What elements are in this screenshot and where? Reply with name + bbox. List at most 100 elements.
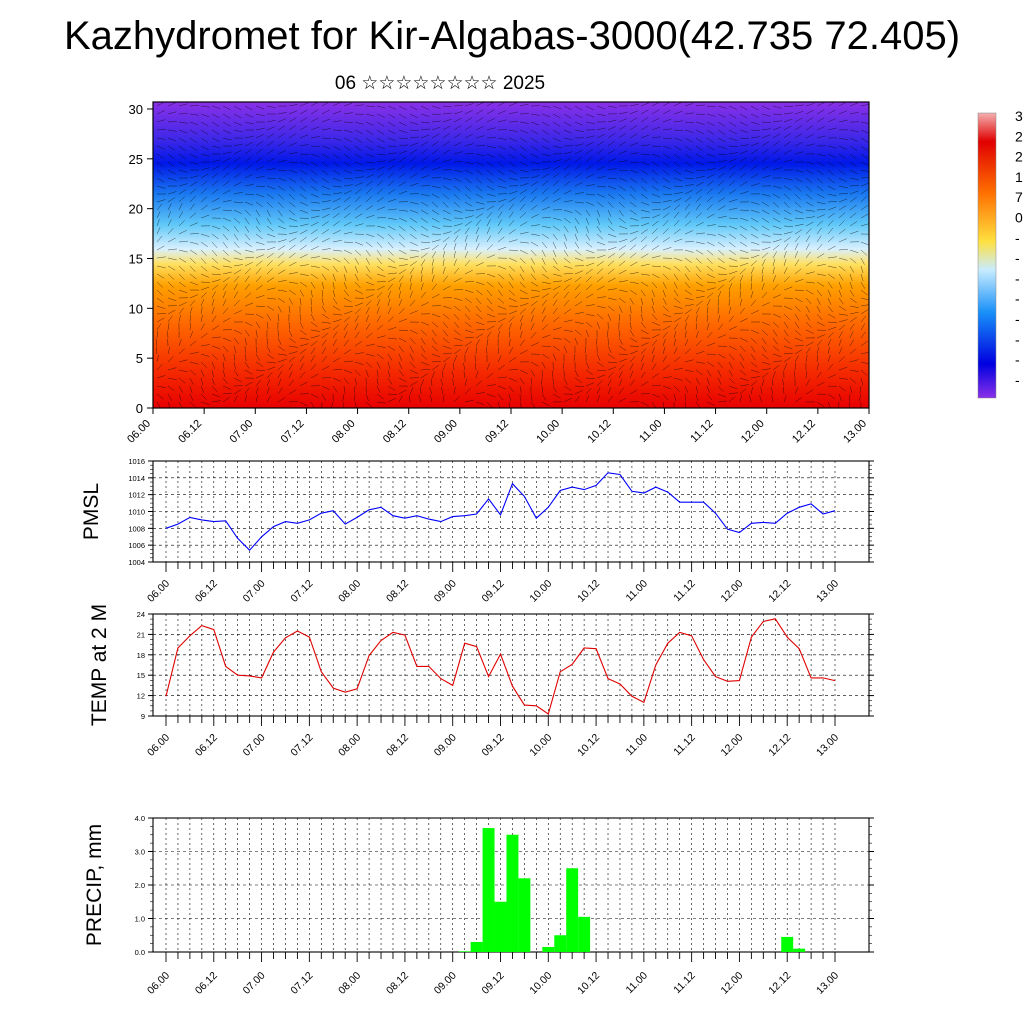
x-tick-label: 08.00 [336,578,363,605]
precipitation-panel: 0.0 1.0 2.0 3.0 4.0 06.00 06.12 07.00 07.12 08.00… [83,814,874,997]
heatmap-x-axis: 06.00 06.12 07.00 07.12 08.00 08.12 09.00 09.12… [125,408,870,446]
x-tick-label: 09.00 [432,578,459,605]
precip-bar [578,916,591,952]
heatmap-y-tick-label: 10 [129,301,143,316]
x-tick-label: 06.00 [145,578,172,605]
heatmap-field [153,102,869,408]
heatmap-y-axis: 0 5 10 15 20 25 30 [129,102,153,416]
colorbar-label: - [1015,352,1020,368]
heatmap-panel: 0 5 10 15 20 25 30 06.00 06.12 07.00 07.12 08.00 08… [125,101,870,446]
x-tick-label: 10.12 [575,578,602,605]
heatmap-x-tick-label: 06.12 [176,418,204,446]
colorbar-label: - [1015,372,1020,388]
y-tick-label: 15 [137,671,145,680]
precip-bar [458,951,471,952]
panel-frame [152,613,870,717]
precip-bar [554,935,567,952]
colorbar-label: 1 [1015,169,1023,185]
series-line [165,618,836,715]
precip-bar [793,948,806,952]
x-tick-label: 10.00 [527,970,554,997]
heatmap-x-tick-label: 12.12 [790,418,818,446]
y-tick-label: 21 [137,630,145,639]
colorbar-label: - [1015,331,1020,347]
x-tick-label: 09.00 [432,970,459,997]
heatmap-x-tick-label: 12.00 [739,418,767,446]
x-tick-label: 11.12 [671,732,698,759]
x-tick-label: 07.00 [241,970,268,997]
heatmap-x-tick-label: 07.00 [227,418,255,446]
precip-bar [482,828,495,952]
y-tick-label: 3.0 [135,848,145,857]
x-tick-label: 07.00 [241,578,268,605]
y-tick-label: 1006 [128,541,145,550]
y-tick-label: 9 [141,712,145,721]
colorbar-scale [977,112,997,399]
precip-bar [470,941,483,952]
colorbar-label: - [1015,311,1020,327]
heatmap-y-tick-label: 20 [129,202,143,217]
x-tick-label: 12.00 [718,578,745,605]
x-tick-label: 07.12 [288,970,315,997]
heatmap-x-tick-label: 10.12 [585,418,613,446]
x-tick-label: 12.12 [766,732,793,759]
precip-bar [518,878,531,952]
heatmap-y-tick-label: 25 [129,152,143,167]
x-tick-label: 09.00 [432,732,459,759]
x-tick-label: 09.12 [480,578,507,605]
x-tick-label: 11.00 [623,578,650,605]
colorbar-label: - [1015,291,1020,307]
x-tick-label: 06.12 [193,578,220,605]
x-tick-label: 10.12 [575,732,602,759]
x-tick-label: 11.00 [623,970,650,997]
precip-bar [494,901,507,952]
colorbar-label: 7 [1015,189,1023,205]
colorbar-label: 0 [1015,210,1023,226]
heatmap-x-tick-label: 06.00 [125,418,153,446]
x-tick-label: 11.12 [671,578,698,605]
y-axis-label: TEMP at 2 M [88,604,111,726]
x-tick-label: 08.00 [336,732,363,759]
x-tick-label: 10.00 [527,732,554,759]
chart-subtitle: 06 ☆☆☆☆☆☆☆☆ 2025 [334,73,546,94]
y-axis-label: PMSL [80,483,103,540]
x-tick-label: 08.12 [384,578,411,605]
x-tick-label: 06.12 [193,970,220,997]
colorbar-labels: 3 2 2 1 7 0 - - - - - - - - [1015,108,1023,388]
x-tick-label: 11.12 [671,970,698,997]
heatmap-x-tick-label: 08.12 [381,418,409,446]
colorbar-label: - [1015,250,1020,266]
x-tick-label: 13.00 [814,970,841,997]
x-tick-label: 07.00 [241,732,268,759]
heatmap-x-tick-label: 11.12 [688,418,715,445]
x-tick-label: 08.12 [384,732,411,759]
x-tick-label: 12.12 [766,578,793,605]
heatmap-x-tick-label: 07.12 [279,418,307,446]
heatmap-y-tick-label: 30 [129,102,143,117]
x-tick-label: 07.12 [288,578,315,605]
y-tick-label: 1014 [128,474,145,483]
x-tick-label: 10.12 [575,970,602,997]
heatmap-wind-overlay [155,102,869,408]
x-tick-label: 12.12 [766,970,793,997]
y-axis-label: PRECIP, mm [83,824,106,946]
precip-bar [566,868,579,952]
colorbar: 3 2 2 1 7 0 - - - - - - - - [977,108,1023,399]
y-tick-label: 1.0 [135,915,145,924]
x-tick-label: 10.00 [527,578,554,605]
x-tick-label: 12.00 [718,970,745,997]
colorbar-label: - [1015,230,1020,246]
heatmap-y-tick-label: 15 [129,251,143,266]
y-tick-label: 12 [137,692,145,701]
colorbar-label: 3 [1015,108,1023,124]
x-tick-label: 08.00 [336,970,363,997]
y-tick-label: 1010 [128,508,145,517]
x-tick-label: 06.12 [193,732,220,759]
x-tick-label: 09.12 [480,970,507,997]
y-tick-label: 1004 [128,558,145,567]
x-tick-label: 11.00 [623,732,650,759]
x-tick-label: 08.12 [384,970,411,997]
y-tick-label: 2.0 [135,881,145,890]
x-tick-label: 06.00 [145,732,172,759]
